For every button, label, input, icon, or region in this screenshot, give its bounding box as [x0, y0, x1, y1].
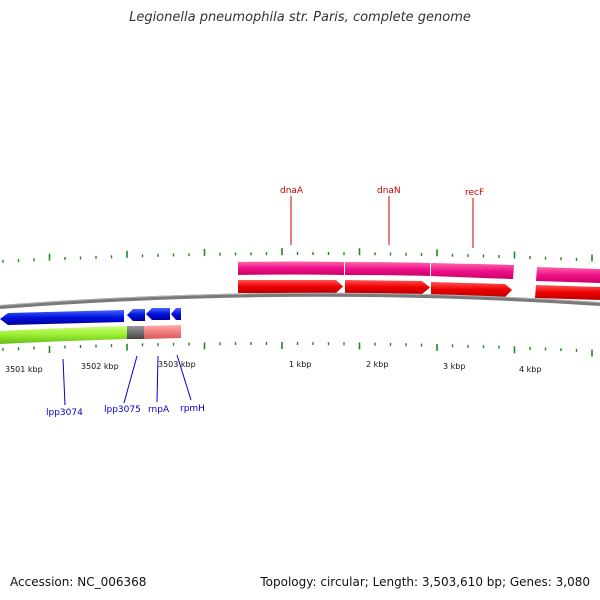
tick-label-3502kbp: 3502 kbp — [81, 362, 119, 371]
top-tick-marks — [2, 248, 593, 263]
gene-label-lpp3075[interactable]: lpp3075 — [104, 405, 141, 415]
lpp3074-cds-feature[interactable] — [0, 310, 124, 325]
forward-cds-track — [238, 261, 600, 283]
dnaN-cds-feature[interactable] — [345, 262, 430, 276]
rpmH-cds-feature[interactable] — [171, 308, 181, 320]
tick-label-4kbp: 4 kbp — [519, 365, 541, 374]
reverse-gene-labels: lpp3074 lpp3075 rnpA rpmH — [46, 354, 205, 418]
next-cds-feature[interactable] — [536, 267, 600, 283]
gene-label-rpmH[interactable]: rpmH — [180, 404, 205, 414]
genome-summary-text: Topology: circular; Length: 3,503,610 bp… — [260, 575, 590, 589]
forward-gene-labels: dnaA dnaN recF — [280, 186, 484, 248]
next-gene-feature[interactable] — [535, 285, 600, 300]
forward-gene-track — [238, 280, 600, 300]
dnaN-gene-feature[interactable] — [345, 280, 430, 294]
bottom-tick-marks — [2, 342, 593, 357]
gene-label-rnpA[interactable]: rnpA — [148, 405, 170, 415]
gene-label-lpp3074[interactable]: lpp3074 — [46, 408, 83, 418]
lpp3075-cds-feature[interactable] — [127, 309, 145, 321]
gene-label-dnaA[interactable]: dnaA — [280, 186, 304, 196]
gene-label-dnaN[interactable]: dnaN — [377, 186, 401, 196]
lpp3075-gene-feature[interactable] — [127, 326, 144, 339]
rnpA-gene-feature[interactable] — [144, 325, 181, 339]
tick-label-2kbp: 2 kbp — [366, 360, 388, 369]
tick-label-3kbp: 3 kbp — [443, 362, 465, 371]
lpp3074-gene-feature[interactable] — [0, 326, 127, 344]
map-title: Legionella pneumophila str. Paris, compl… — [129, 10, 471, 25]
accession-text: Accession: NC_006368 — [10, 575, 147, 589]
recF-gene-feature[interactable] — [431, 282, 512, 297]
tick-label-3501kbp: 3501 kbp — [5, 365, 43, 374]
dnaA-gene-feature[interactable] — [238, 280, 343, 293]
tick-label-3503kbp: 3503 kbp — [158, 360, 196, 369]
recF-cds-feature[interactable] — [431, 263, 514, 279]
tick-labels: 3501 kbp 3502 kbp 3503 kbp 1 kbp 2 kbp 3… — [5, 360, 541, 374]
reverse-gene-track — [0, 325, 181, 344]
rnpA-cds-feature[interactable] — [146, 308, 170, 320]
reverse-cds-track — [0, 308, 181, 325]
genome-backbone — [0, 292, 600, 309]
tick-label-1kbp: 1 kbp — [289, 360, 311, 369]
dnaA-cds-feature[interactable] — [238, 261, 344, 276]
gene-label-recF[interactable]: recF — [465, 188, 484, 198]
